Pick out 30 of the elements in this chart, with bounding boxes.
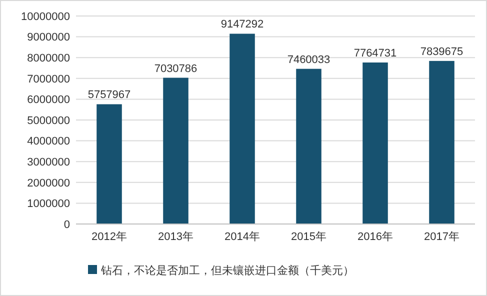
y-tick-label: 9000000 — [27, 32, 70, 44]
y-tick-label: 3000000 — [27, 156, 70, 168]
x-tick-label: 2015年 — [291, 231, 326, 243]
y-tick-label: 7000000 — [27, 73, 70, 86]
bar — [230, 34, 255, 224]
data-label: 7839675 — [420, 46, 464, 58]
x-tick-label: 2014年 — [224, 231, 260, 243]
y-tick-label: 0 — [64, 218, 70, 231]
x-tick-label: 2017年 — [424, 231, 460, 243]
y-tick-label: 5000000 — [27, 114, 70, 127]
y-tick-label: 4000000 — [27, 136, 70, 148]
y-tick-label: 6000000 — [27, 94, 70, 106]
data-label: 5757967 — [88, 89, 131, 102]
y-tick-label: 1000000 — [27, 198, 70, 210]
x-tick-label: 2013年 — [158, 231, 194, 243]
data-label: 7764731 — [354, 47, 397, 60]
y-tick-label: 2000000 — [27, 177, 70, 190]
bar — [96, 104, 122, 224]
bar — [429, 60, 454, 224]
data-label: 7030786 — [154, 62, 198, 75]
data-label: 9147292 — [220, 18, 264, 31]
bar — [163, 78, 188, 224]
y-tick-label: 10000000 — [21, 10, 70, 23]
data-label: 7460033 — [287, 54, 330, 66]
x-tick-label: 2016年 — [358, 231, 393, 243]
x-tick-label: 2012年 — [92, 231, 127, 243]
bar — [296, 68, 322, 224]
bar — [362, 62, 388, 224]
legend-label: 钻石，不论是否加工，但未镶嵌进口金额（千美元） — [100, 264, 354, 277]
y-tick-label: 8000000 — [27, 52, 70, 64]
